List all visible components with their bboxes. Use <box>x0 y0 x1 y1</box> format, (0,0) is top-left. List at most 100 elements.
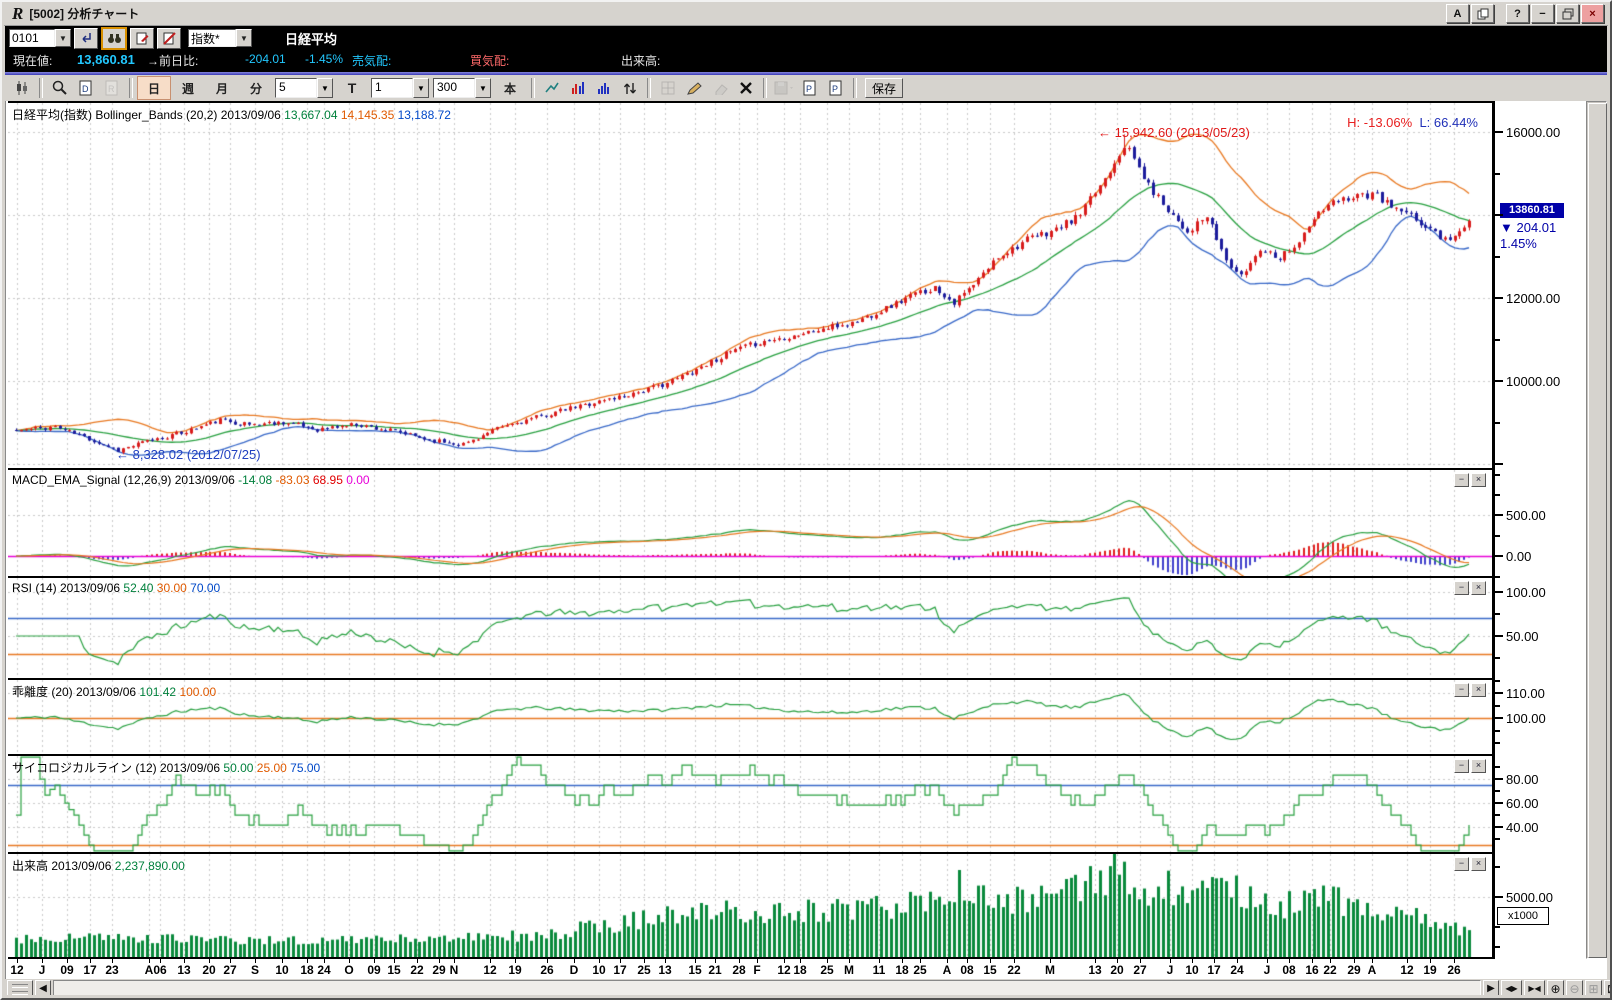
close-button[interactable]: × <box>1581 4 1604 23</box>
time-axis: 12 J 09 17 23 A 06 13 20 27 S 10 18 24 O 09 15 22 29 N 12 19 2… <box>8 959 1492 979</box>
period-week-button[interactable]: 週 <box>171 76 205 100</box>
panel-close-button[interactable]: × <box>1471 581 1486 595</box>
expand-bars-button[interactable]: ◀▶ <box>1501 980 1522 997</box>
bar-count-combo: 300 ▼ <box>433 78 491 98</box>
eraser-button[interactable] <box>707 76 733 100</box>
page-r-button[interactable]: R <box>99 76 125 100</box>
time-tick <box>67 959 68 963</box>
help-button[interactable]: ? <box>1506 4 1529 23</box>
minute-interval-value[interactable]: 5 <box>275 78 317 98</box>
tick-interval-value[interactable]: 1 <box>371 78 413 98</box>
bar-count-value[interactable]: 300 <box>433 78 475 98</box>
rsi-panel-header: RSI (14) 2013/09/06 52.40 30.00 70.00 <box>12 581 220 595</box>
draw-tool-button[interactable] <box>681 76 707 100</box>
axis-tick <box>1495 297 1503 299</box>
panel-minimize-button[interactable]: − <box>1454 857 1469 871</box>
period-day-button[interactable]: 日 <box>137 76 171 100</box>
axis-tick <box>1495 131 1503 133</box>
restore-button[interactable] <box>1556 4 1579 23</box>
period-month-button[interactable]: 月 <box>205 76 239 100</box>
bars-unit-button[interactable]: 本 <box>493 76 527 100</box>
symbol-code-input[interactable] <box>9 29 55 47</box>
panel-close-button[interactable]: × <box>1471 857 1486 871</box>
minimize-button[interactable]: − <box>1531 4 1554 23</box>
vertical-scrollbar-thumb[interactable] <box>1588 103 1607 958</box>
header-value: サイコロジカルライン (12) 2013/09/06 <box>12 761 224 775</box>
template-save-button[interactable]: P <box>823 76 849 100</box>
tick-interval-dropdown[interactable]: ▼ <box>413 78 429 98</box>
minute-interval-dropdown[interactable]: ▼ <box>317 78 333 98</box>
header-value: 50.00 <box>223 761 257 775</box>
candlestick-type-button[interactable] <box>9 76 35 100</box>
main-chart-canvas[interactable] <box>8 103 1492 468</box>
axis-label: 0.00 <box>1506 549 1532 564</box>
panel-close-button[interactable]: × <box>1471 683 1486 697</box>
prev-diff-pct: -1.45% <box>305 52 344 66</box>
symbol-search-button[interactable] <box>101 26 127 50</box>
sort-arrows-button[interactable] <box>617 76 643 100</box>
trendline-tool-button[interactable] <box>539 76 565 100</box>
time-axis-label: 29 <box>1347 963 1361 977</box>
panel-minimize-button[interactable]: − <box>1454 759 1469 773</box>
period-minute-button[interactable]: 分 <box>239 76 273 100</box>
time-tick <box>1014 959 1015 963</box>
panel-close-button[interactable]: × <box>1471 473 1486 487</box>
panel-minimize-button[interactable]: − <box>1454 473 1469 487</box>
category-value[interactable]: 指数* <box>188 29 236 47</box>
grid-tool-button[interactable] <box>655 76 681 100</box>
time-tick <box>1214 959 1215 963</box>
trendline-icon <box>545 82 559 93</box>
time-axis-label: 27 <box>1133 963 1147 977</box>
axis-label: 60.00 <box>1506 796 1539 811</box>
axis-tick <box>1495 421 1500 424</box>
high-low-ratio-label: H: -13.06% L: 66.44% <box>1347 115 1478 130</box>
rsi-canvas[interactable] <box>8 578 1492 678</box>
indicator-blue-button[interactable] <box>591 76 617 100</box>
symbol-dropdown-button[interactable]: ▼ <box>55 29 71 47</box>
time-tick <box>1407 959 1408 963</box>
macd-canvas[interactable] <box>8 470 1492 576</box>
axis-tick <box>1495 534 1500 537</box>
indicator-colored-button[interactable] <box>565 76 591 100</box>
time-axis-label: 12 <box>483 963 497 977</box>
duplicate-window-button[interactable] <box>1471 4 1494 23</box>
clear-button[interactable] <box>157 27 181 49</box>
page-d-button[interactable]: D <box>73 76 99 100</box>
save-image-button[interactable] <box>771 76 797 100</box>
volume-canvas[interactable] <box>8 854 1492 957</box>
memo-button[interactable] <box>130 27 154 49</box>
zoom-in-button[interactable]: ⊕ <box>1547 980 1564 997</box>
bar-count-dropdown[interactable]: ▼ <box>475 78 491 98</box>
time-axis-label: A <box>942 963 952 977</box>
time-axis-label: A <box>1367 963 1377 977</box>
delete-drawing-button[interactable] <box>733 76 759 100</box>
time-axis-label: J <box>1166 963 1174 977</box>
template-load-button[interactable]: P <box>797 76 823 100</box>
time-tick <box>739 959 740 963</box>
axis-tick <box>1495 494 1500 496</box>
panel-close-button[interactable]: × <box>1471 759 1486 773</box>
zoom-button[interactable] <box>47 76 73 100</box>
high-low-value: H: -13.06% <box>1347 115 1413 130</box>
panel-main-price: 日経平均(指数) Bollinger_Bands (20,2) 2013/09/… <box>8 103 1492 468</box>
save-button[interactable]: 保存 <box>865 78 904 98</box>
panel-controls: − × <box>1454 473 1486 487</box>
time-axis-label: 06 <box>153 963 167 977</box>
time-axis-label: 21 <box>708 963 722 977</box>
psych-canvas[interactable] <box>8 756 1492 852</box>
prev-diff-value: -204.01 <box>245 52 286 66</box>
submit-button[interactable] <box>74 27 98 49</box>
toolbar-separator <box>129 78 133 98</box>
kairi-canvas[interactable] <box>8 680 1492 754</box>
tick-button[interactable]: T <box>335 76 369 100</box>
volume-panel-header: 出来高 2013/09/06 2,237,890.00 <box>12 857 185 874</box>
time-axis-label: 13 <box>177 963 191 977</box>
panel-minimize-button[interactable]: − <box>1454 581 1469 595</box>
font-size-button[interactable]: A <box>1446 4 1469 23</box>
price-change-label: ▼ 204.01 <box>1500 220 1557 235</box>
vertical-scrollbar[interactable] <box>1586 101 1607 959</box>
svg-text:D: D <box>82 84 89 94</box>
category-dropdown-button[interactable]: ▼ <box>236 29 252 47</box>
panel-minimize-button[interactable]: − <box>1454 683 1469 697</box>
time-tick <box>620 959 621 963</box>
